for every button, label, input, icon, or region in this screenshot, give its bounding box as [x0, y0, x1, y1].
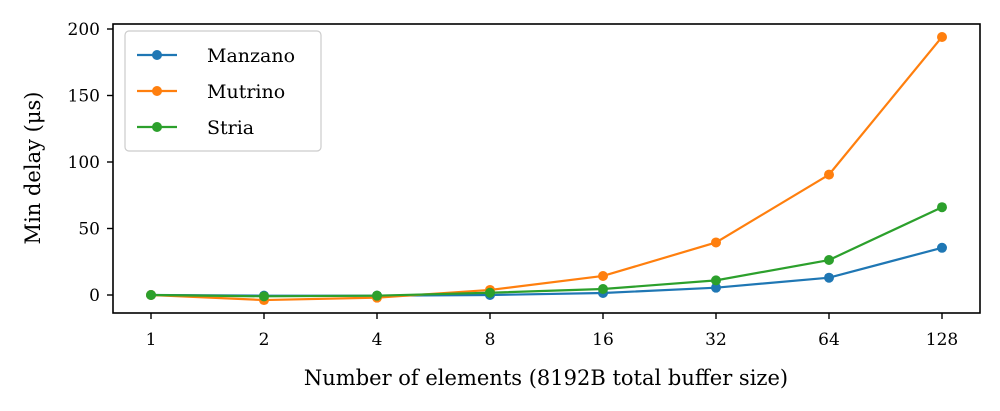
y-tick-label: 100 [68, 153, 100, 173]
legend-marker [152, 50, 162, 60]
data-point [146, 290, 156, 300]
legend-item-manzano: Manzano [137, 45, 295, 67]
x-tick-label: 16 [592, 330, 614, 350]
x-tick-label: 32 [705, 330, 727, 350]
data-point [598, 270, 608, 281]
legend-item-mutrino: Mutrino [137, 81, 285, 103]
x-tick-label: 64 [818, 330, 840, 350]
x-tick-label: 128 [926, 330, 958, 350]
x-tick-label: 4 [372, 330, 383, 350]
data-point [937, 242, 947, 253]
x-axis-label: Number of elements (8192B total buffer s… [304, 366, 788, 390]
data-point [824, 255, 834, 266]
y-tick-label: 200 [68, 20, 100, 40]
data-point [937, 31, 947, 42]
data-point [372, 290, 382, 301]
y-axis-label: Min delay (μs) [21, 92, 45, 245]
y-tick-label: 150 [68, 87, 100, 107]
plot-area-frame [112, 23, 981, 314]
data-point [711, 275, 721, 286]
series-line [150, 36, 943, 302]
legend-marker [152, 122, 162, 132]
legend-item-stria: Stria [137, 117, 254, 139]
series-stria [146, 202, 947, 302]
data-point [598, 284, 608, 295]
series-line [150, 246, 943, 297]
data-point [824, 272, 834, 283]
series-line [150, 206, 943, 298]
x-tick-label: 2 [259, 330, 270, 350]
legend-label: Mutrino [207, 81, 285, 103]
y-tick-label: 0 [89, 286, 100, 306]
x-tick-label: 8 [485, 330, 496, 350]
legend: Manzano Mutrino Stria [124, 30, 322, 152]
legend-box [124, 30, 322, 152]
data-point [259, 291, 269, 302]
data-point [711, 282, 721, 293]
x-tick-label: 1 [146, 330, 157, 350]
data-point [824, 169, 834, 180]
legend-marker [152, 86, 162, 96]
data-point [711, 237, 721, 248]
legend-label: Stria [207, 117, 254, 139]
y-tick-label: 50 [78, 220, 100, 240]
data-point [937, 202, 947, 213]
legend-label: Manzano [207, 45, 295, 67]
data-point [485, 287, 495, 298]
